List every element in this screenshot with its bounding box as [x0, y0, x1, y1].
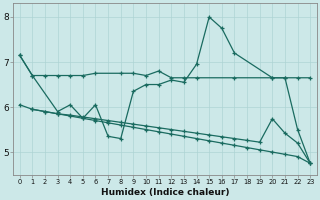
X-axis label: Humidex (Indice chaleur): Humidex (Indice chaleur)	[101, 188, 229, 197]
